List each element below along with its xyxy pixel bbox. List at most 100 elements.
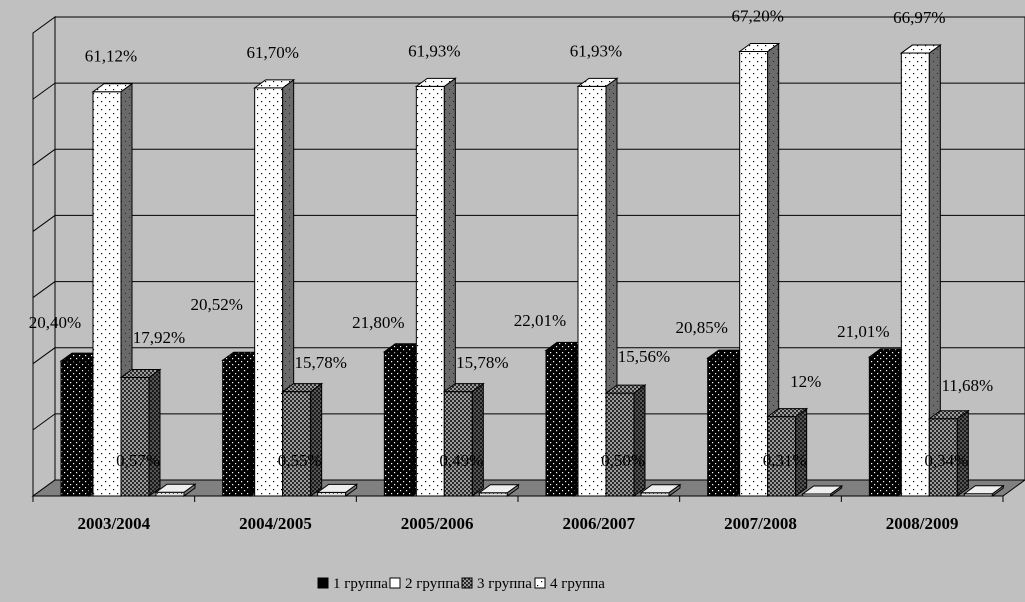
- data-label: 21,01%: [837, 322, 889, 341]
- data-label: 61,12%: [85, 47, 137, 66]
- category-label: 2007/2008: [724, 514, 797, 533]
- legend-item-4: 4 группа: [534, 576, 605, 592]
- bar-top: [576, 77, 619, 87]
- legend-label: 3 группа: [477, 576, 532, 592]
- data-label: 61,93%: [570, 41, 622, 60]
- data-label: 66,97%: [893, 8, 945, 27]
- bar-front: [577, 85, 607, 497]
- data-label: 20,52%: [190, 295, 242, 314]
- bar-4-2004-2005: [316, 483, 359, 497]
- bar-front: [317, 491, 347, 497]
- bar-side: [310, 382, 323, 497]
- bar-3-2007-2008: [766, 407, 809, 497]
- bar-front: [605, 392, 635, 497]
- bar-front: [707, 357, 737, 497]
- legend: 1 группа 2 группа 3 группа 4 группа: [317, 576, 605, 592]
- bar-1-2008-2009: [867, 348, 910, 497]
- bar-front: [282, 391, 312, 497]
- bar-4-2007-2008: [801, 484, 844, 497]
- bar-front: [739, 51, 769, 497]
- data-label: 20,40%: [29, 313, 81, 332]
- bar-front: [222, 359, 252, 497]
- bar-2-2008-2009: [899, 44, 942, 497]
- data-label: 11,68%: [941, 376, 993, 395]
- bar-top: [927, 410, 970, 420]
- bar-front: [545, 349, 575, 497]
- bar-front: [60, 360, 90, 497]
- bar-front: [254, 87, 284, 497]
- bar-front: [443, 391, 473, 497]
- legend-label: 1 группа: [333, 576, 388, 592]
- category-label: 2004/2005: [239, 514, 312, 533]
- gridline: [32, 281, 56, 298]
- legend-label: 4 группа: [550, 576, 605, 592]
- side-wall: [32, 16, 56, 497]
- bar-front: [155, 491, 185, 497]
- gridline: [32, 347, 56, 365]
- category-label: 2003/2004: [77, 514, 150, 533]
- gridline: [32, 82, 56, 100]
- legend-item-3: 3 группа: [461, 576, 532, 592]
- data-labels: 20,40% 61,12% 17,92% 0,57% 20,52% 61,70% 15,78…: [29, 7, 993, 470]
- bar-top: [253, 79, 296, 89]
- category-label: 2005/2006: [401, 514, 474, 533]
- gridline: [32, 148, 56, 166]
- legend-item-1: 1 группа: [317, 576, 388, 592]
- bar-top: [962, 485, 1005, 495]
- legend-item-2: 2 группа: [389, 576, 460, 592]
- bar-top: [477, 484, 520, 494]
- bar-3-2003-2004: [119, 368, 162, 497]
- data-label: 15,56%: [618, 347, 670, 366]
- data-label: 0,55%: [278, 451, 322, 470]
- data-label: 20,85%: [675, 318, 727, 337]
- bar-top: [442, 383, 485, 393]
- bar-top: [414, 77, 457, 87]
- data-label: 17,92%: [133, 328, 185, 347]
- bar-top: [604, 384, 647, 394]
- category-label: 2008/2009: [886, 514, 959, 533]
- legend-label: 2 группа: [405, 576, 460, 592]
- bar-front: [120, 376, 150, 497]
- bar-3-2004-2005: [281, 382, 324, 497]
- data-label: 61,70%: [246, 43, 298, 62]
- bar-front: [868, 356, 898, 497]
- data-label: 61,93%: [408, 41, 460, 60]
- bar-top: [639, 484, 682, 494]
- bar-front: [900, 52, 930, 497]
- bar-top: [766, 408, 809, 418]
- bars: [59, 42, 1005, 497]
- bar-front: [92, 91, 122, 497]
- data-label: 0,50%: [601, 451, 645, 470]
- data-label: 0,57%: [116, 451, 160, 470]
- bar-top: [316, 483, 359, 493]
- bar-side: [471, 382, 484, 497]
- bar-3-2008-2009: [927, 409, 970, 497]
- bar-2-2007-2008: [738, 42, 781, 497]
- bar-top: [119, 368, 162, 378]
- bar-top: [738, 43, 781, 53]
- bar-top: [801, 485, 844, 495]
- data-label: 0,34%: [924, 451, 968, 470]
- gridline: [32, 215, 56, 232]
- bar-4-2008-2009: [962, 484, 1005, 497]
- data-label: 12%: [790, 372, 821, 391]
- bar-4-2006-2007: [639, 483, 682, 497]
- bar-side: [148, 368, 161, 497]
- legend-swatch: [389, 577, 401, 589]
- bar-2-2005-2006: [414, 77, 457, 497]
- gridline: [32, 413, 56, 431]
- bar-top: [281, 383, 324, 393]
- bar-front: [415, 85, 445, 497]
- data-label: 15,78%: [294, 353, 346, 372]
- category-label: 2006/2007: [562, 514, 635, 533]
- bar-4-2003-2004: [154, 483, 197, 497]
- data-label: 15,78%: [456, 353, 508, 372]
- bar-front: [383, 351, 413, 497]
- bar-top: [154, 483, 197, 493]
- data-label: 22,01%: [514, 311, 566, 330]
- bar-3-2005-2006: [442, 382, 485, 497]
- data-label: 67,20%: [731, 7, 783, 26]
- gridlines: [32, 82, 1025, 431]
- category-labels: 2003/2004 2004/2005 2005/2006 2006/2007 2007…: [32, 496, 1004, 533]
